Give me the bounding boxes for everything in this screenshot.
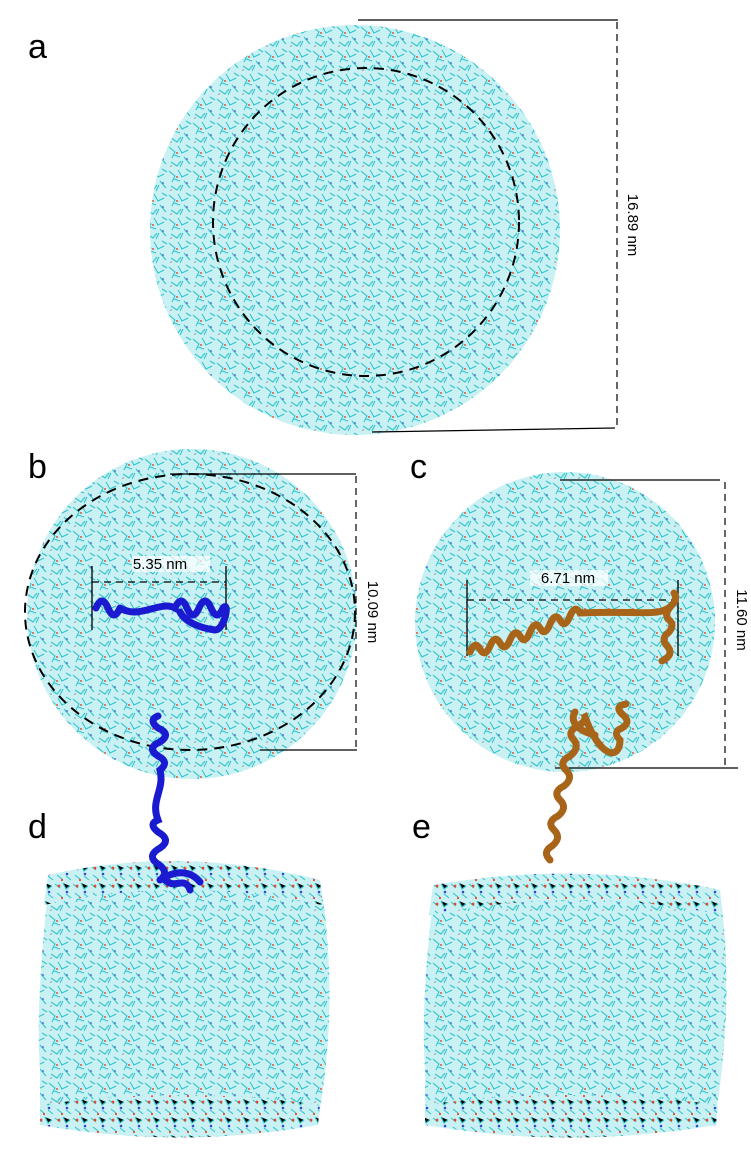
panel-label: b xyxy=(28,448,47,486)
panel-label: d xyxy=(28,808,47,846)
measurement: 10.09 nm xyxy=(364,581,381,644)
panel-label: c xyxy=(410,448,427,486)
label-bg xyxy=(132,556,210,572)
headgroups xyxy=(429,873,722,915)
measurement: 11.60 nm xyxy=(733,589,750,650)
micelle xyxy=(150,25,560,435)
measurement: 6.71 nm xyxy=(541,570,595,587)
label-bg xyxy=(530,570,608,586)
headgroups xyxy=(425,1095,718,1138)
panel-label: e xyxy=(412,808,431,846)
panel-label: a xyxy=(28,28,47,66)
measurement: 5.35 nm xyxy=(133,556,187,573)
peptide xyxy=(92,597,230,634)
peptide xyxy=(466,589,680,665)
measurement: 16.89 nm xyxy=(624,194,641,257)
bilayer xyxy=(38,861,330,1135)
peptide xyxy=(543,700,631,864)
core-outline xyxy=(212,67,520,377)
bilayer xyxy=(423,873,727,1135)
headgroups xyxy=(40,1095,320,1138)
peptide xyxy=(149,712,204,894)
dimension-line xyxy=(371,427,616,433)
